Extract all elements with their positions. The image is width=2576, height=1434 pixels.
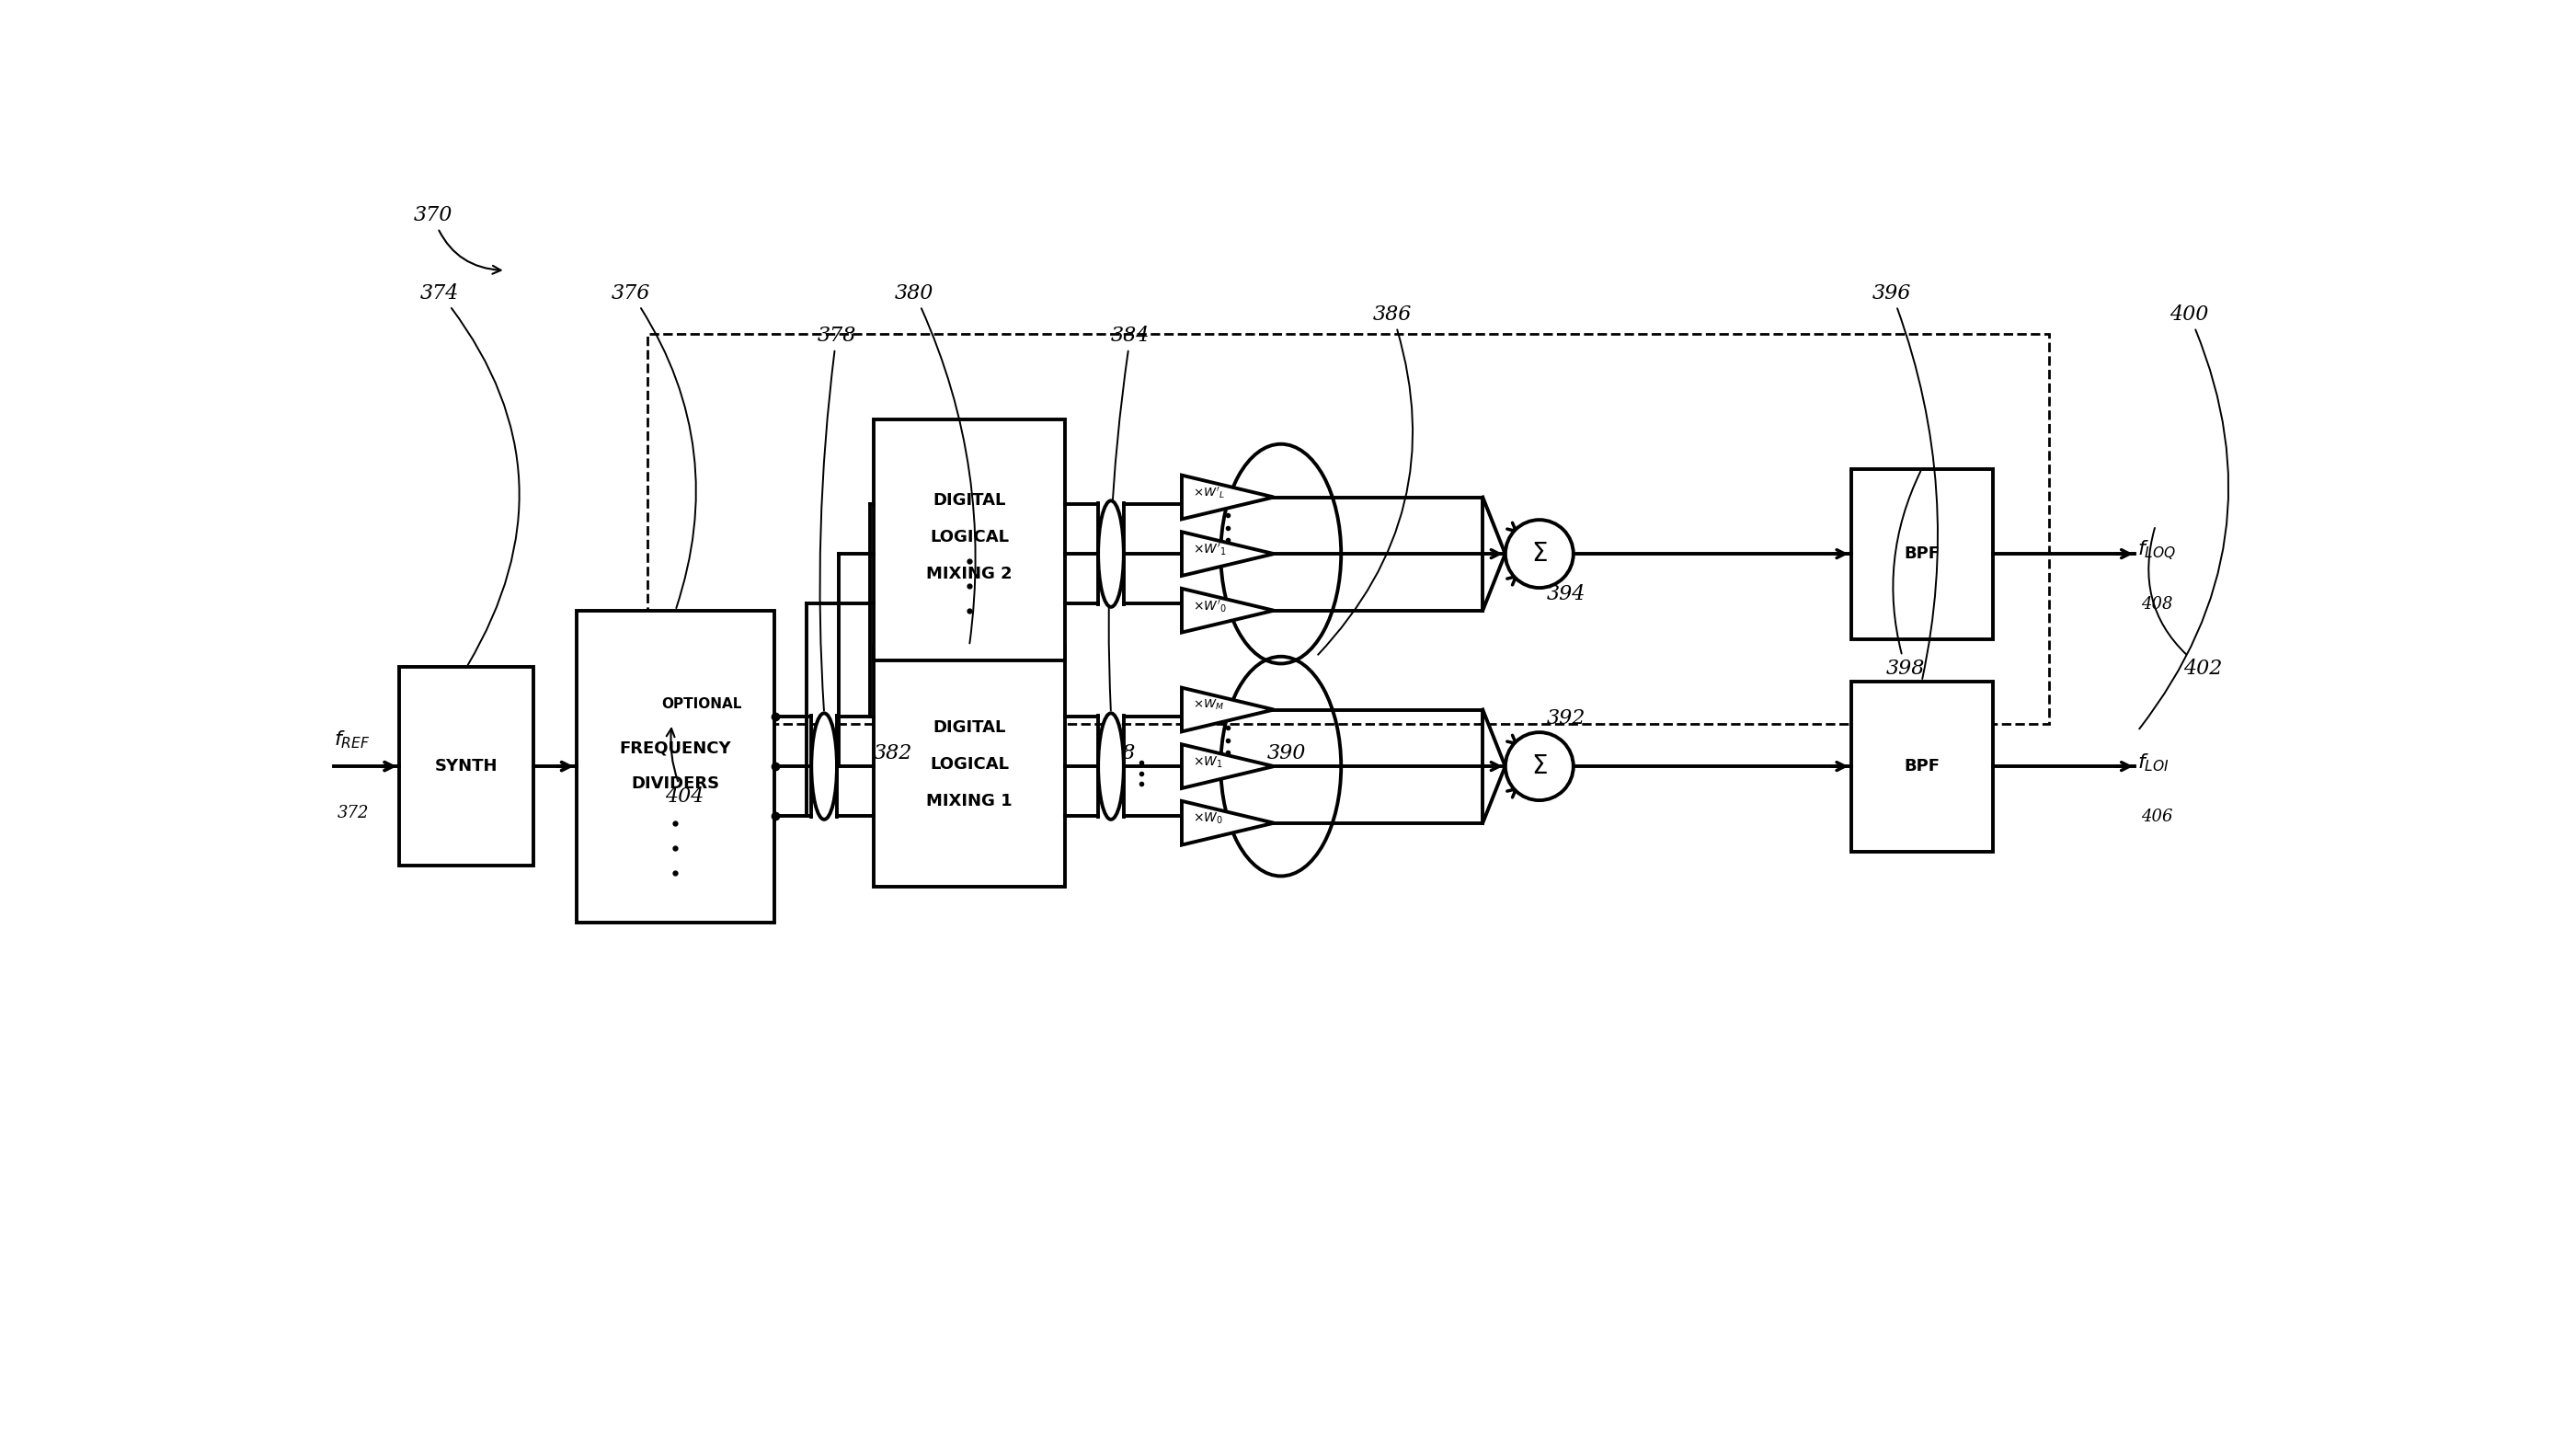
Bar [873, 645, 1064, 886]
Text: 406: 406 [2141, 809, 2174, 826]
Circle shape [1504, 521, 1574, 588]
Text: $\times W'_1$: $\times W'_1$ [1193, 542, 1226, 558]
Text: $\times W_1$: $\times W_1$ [1193, 754, 1224, 770]
Text: 370: 370 [412, 205, 500, 274]
Text: 372: 372 [337, 806, 368, 822]
Text: $\times W'_0$: $\times W'_0$ [1193, 598, 1226, 614]
Bar [577, 611, 775, 922]
Text: DIGITAL: DIGITAL [933, 718, 1005, 736]
Text: $\times W_M$: $\times W_M$ [1193, 698, 1224, 713]
Text: $\Sigma$: $\Sigma$ [1530, 541, 1548, 566]
Text: $f_{LOQ}$: $f_{LOQ}$ [2138, 539, 2177, 562]
Text: 378: 378 [817, 326, 855, 711]
Text: DIVIDERS: DIVIDERS [631, 776, 719, 793]
Bar [647, 334, 2050, 724]
Text: $\times W'_L$: $\times W'_L$ [1193, 485, 1224, 500]
Circle shape [1504, 733, 1574, 800]
Text: 396: 396 [1873, 284, 1937, 678]
Text: SYNTH: SYNTH [435, 759, 497, 774]
Text: 376: 376 [611, 284, 696, 608]
Text: 386: 386 [1319, 304, 1412, 655]
Text: 402: 402 [2148, 528, 2223, 678]
Text: 390: 390 [1267, 744, 1306, 764]
Text: MIXING 2: MIXING 2 [927, 566, 1012, 582]
Polygon shape [1182, 475, 1273, 519]
Polygon shape [1182, 588, 1273, 632]
Text: OPTIONAL: OPTIONAL [662, 697, 742, 711]
Text: DIGITAL: DIGITAL [933, 492, 1005, 509]
Text: LOGICAL: LOGICAL [930, 529, 1010, 546]
Text: BPF: BPF [1904, 545, 1940, 562]
Text: BPF: BPF [1904, 759, 1940, 774]
Text: 400: 400 [2138, 304, 2228, 728]
Text: FREQUENCY: FREQUENCY [618, 740, 732, 757]
Polygon shape [1182, 532, 1273, 576]
Text: 382: 382 [873, 744, 912, 764]
Bar [1852, 469, 1994, 638]
Text: $f_{REF}$: $f_{REF}$ [335, 728, 371, 751]
Polygon shape [1182, 688, 1273, 731]
Text: $\times W_0$: $\times W_0$ [1193, 812, 1224, 826]
Text: LOGICAL: LOGICAL [930, 756, 1010, 773]
Bar [1852, 681, 1994, 852]
Text: $f_{LOI}$: $f_{LOI}$ [2138, 751, 2169, 773]
Text: 380: 380 [894, 284, 976, 644]
Text: 392: 392 [1546, 708, 1584, 728]
Bar [873, 419, 1064, 660]
Text: 408: 408 [2141, 597, 2174, 612]
Polygon shape [1182, 802, 1273, 845]
Text: 384: 384 [1108, 326, 1149, 711]
Ellipse shape [1097, 500, 1123, 607]
Ellipse shape [1097, 713, 1123, 819]
Ellipse shape [811, 713, 837, 819]
Text: MIXING 1: MIXING 1 [927, 793, 1012, 809]
Text: $\Sigma$: $\Sigma$ [1530, 753, 1548, 779]
Text: 374: 374 [420, 284, 520, 665]
Text: 394: 394 [1546, 584, 1584, 605]
Bar [399, 667, 533, 866]
Polygon shape [1182, 744, 1273, 789]
Text: 388: 388 [1097, 744, 1136, 764]
Text: 404: 404 [665, 728, 703, 806]
Text: 398: 398 [1886, 472, 1924, 678]
